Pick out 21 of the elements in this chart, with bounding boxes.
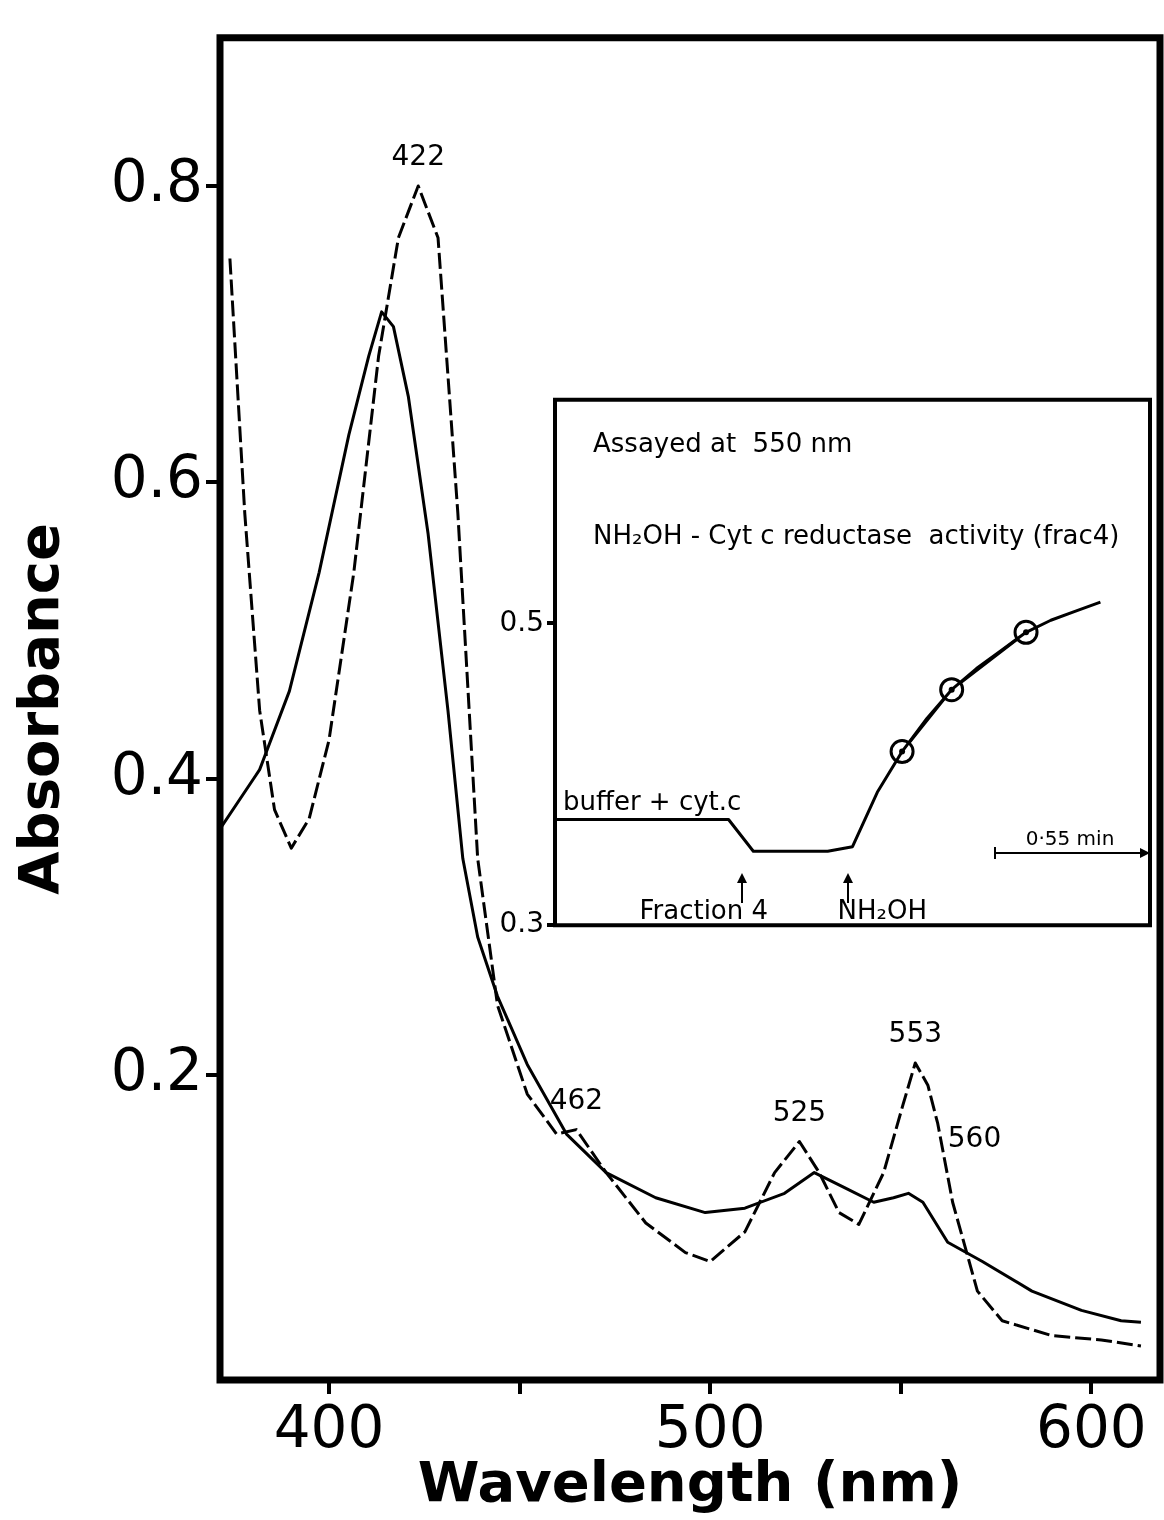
- x-tick-label: 400: [273, 1392, 385, 1461]
- y-tick-label: 0.2: [110, 1035, 203, 1104]
- annotation: Fraction 4: [639, 895, 769, 926]
- y-tick-label: 0.3: [499, 906, 544, 940]
- annotation: buffer + cyt.c: [563, 785, 742, 816]
- y-axis-title: Absorbance: [6, 523, 72, 895]
- y-tick-label: 0.8: [110, 147, 203, 216]
- annotation: 462: [549, 1082, 604, 1116]
- y-tick-label: 0.4: [110, 739, 203, 808]
- y-tick-label: 0.5: [499, 604, 544, 638]
- annotation: Assayed at 550 nm: [593, 427, 853, 458]
- annotation: 0·55 min: [1025, 826, 1115, 851]
- annotation: 553: [888, 1016, 943, 1050]
- x-tick-label: 600: [1036, 1392, 1147, 1461]
- annotation: 525: [772, 1094, 827, 1128]
- y-tick-label: 0.6: [110, 443, 203, 512]
- annotation: 560: [947, 1120, 1002, 1154]
- annotation: NH₂OH: [837, 895, 927, 926]
- annotation: NH₂OH - Cyt c reductase activity (frac4): [593, 519, 1120, 550]
- x-axis-title: Wavelength (nm): [417, 1448, 963, 1514]
- annotation: 422: [391, 139, 445, 173]
